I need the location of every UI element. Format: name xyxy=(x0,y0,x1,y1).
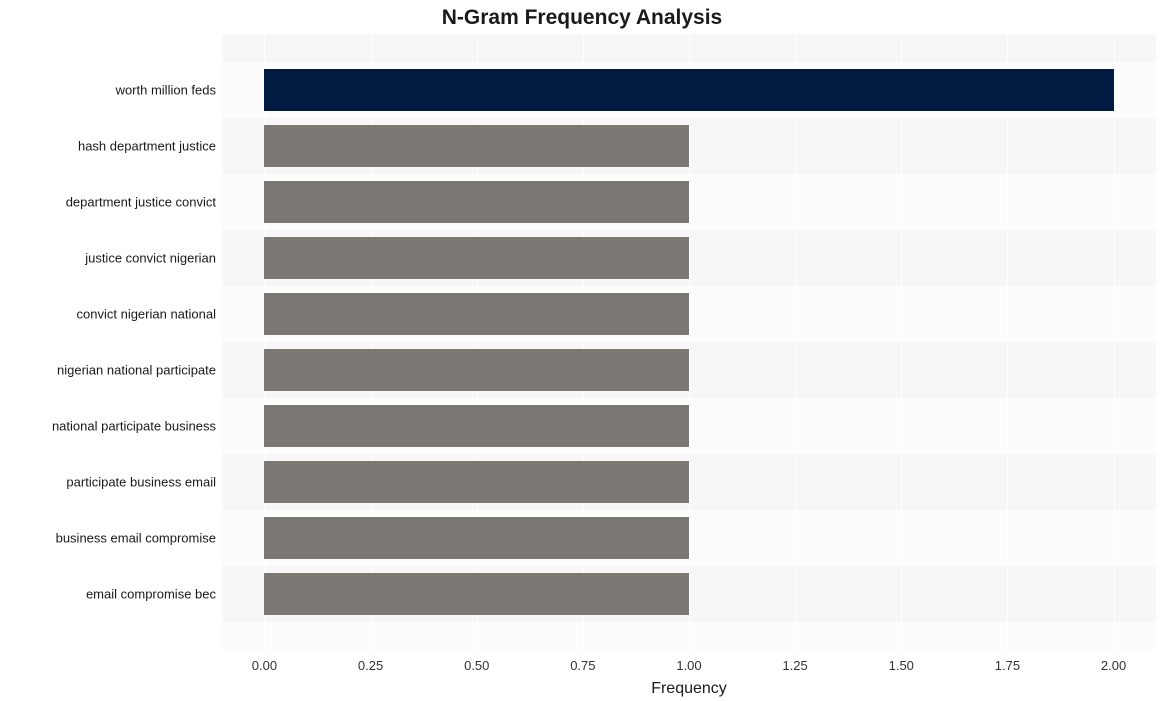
x-tick-label: 0.00 xyxy=(252,658,277,673)
y-tick-label: convict nigerian national xyxy=(77,307,216,322)
x-tick-label: 1.50 xyxy=(889,658,914,673)
bar xyxy=(264,125,689,166)
x-tick-label: 1.00 xyxy=(676,658,701,673)
y-tick-label: nigerian national participate xyxy=(57,363,216,378)
x-tick-label: 2.00 xyxy=(1101,658,1126,673)
x-gridline xyxy=(689,34,690,650)
y-tick-label: hash department justice xyxy=(78,139,216,154)
bar xyxy=(264,517,689,558)
x-tick-label: 0.25 xyxy=(358,658,383,673)
y-tick-label: worth million feds xyxy=(116,83,216,98)
x-axis-title: Frequency xyxy=(222,680,1156,698)
x-gridline xyxy=(901,34,902,650)
x-tick-label: 0.50 xyxy=(464,658,489,673)
y-tick-label: national participate business xyxy=(52,419,216,434)
bar xyxy=(264,293,689,334)
chart-title: N-Gram Frequency Analysis xyxy=(0,6,1164,30)
y-tick-label: participate business email xyxy=(66,475,216,490)
bar xyxy=(264,405,689,446)
bar xyxy=(264,573,689,614)
bar xyxy=(264,461,689,502)
y-tick-label: department justice convict xyxy=(66,195,216,210)
y-tick-label: email compromise bec xyxy=(86,587,216,602)
plot-area xyxy=(222,34,1156,650)
bar xyxy=(264,349,689,390)
x-gridline xyxy=(1114,34,1115,650)
bar xyxy=(264,69,1113,110)
x-tick-label: 0.75 xyxy=(570,658,595,673)
x-gridline xyxy=(1007,34,1008,650)
ngram-frequency-chart: N-Gram Frequency Analysis Frequency wort… xyxy=(0,0,1164,701)
x-tick-label: 1.75 xyxy=(995,658,1020,673)
x-tick-label: 1.25 xyxy=(782,658,807,673)
y-tick-label: business email compromise xyxy=(56,531,216,546)
y-tick-label: justice convict nigerian xyxy=(85,251,216,266)
bar xyxy=(264,181,689,222)
bar xyxy=(264,237,689,278)
x-gridline xyxy=(795,34,796,650)
